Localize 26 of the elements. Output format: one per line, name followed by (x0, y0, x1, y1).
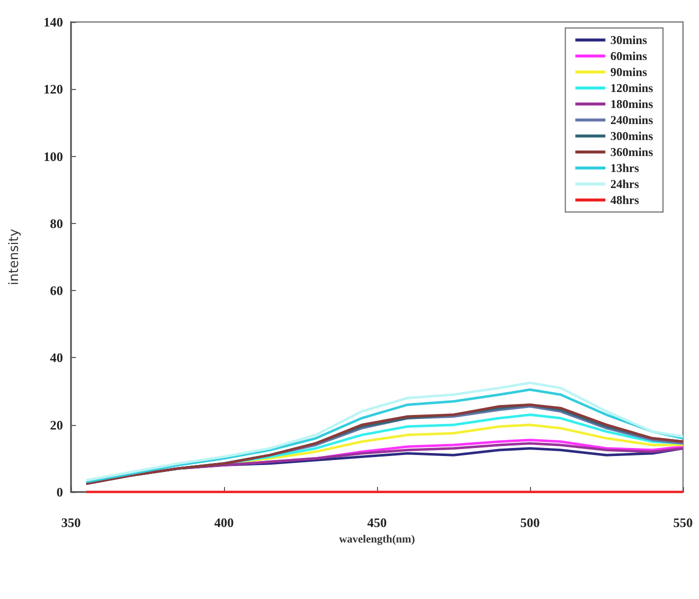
legend-label: 360mins (610, 145, 654, 159)
y-axis-title: intensity (7, 228, 22, 286)
x-tick-label: 350 (61, 515, 81, 530)
legend-label: 60mins (610, 49, 648, 63)
y-tick-label: 40 (50, 350, 63, 366)
legend-label: 13hrs (610, 161, 640, 175)
legend-label: 30mins (610, 33, 648, 47)
y-tick-label: 60 (50, 283, 63, 298)
legend-label: 300mins (610, 129, 654, 143)
x-axis-title: wavelength(nm) (339, 534, 416, 546)
y-tick-label: 80 (50, 216, 63, 231)
legend-label: 180mins (610, 97, 654, 111)
y-tick-label: 100 (44, 148, 63, 164)
legend-label: 90mins (610, 65, 648, 79)
x-tick-label: 500 (520, 515, 540, 530)
y-tick-label: 140 (44, 14, 63, 30)
x-tick-label: 550 (673, 515, 693, 530)
x-tick-label: 400 (214, 515, 234, 530)
y-tick-label: 20 (50, 417, 63, 432)
legend-label: 24hrs (610, 177, 640, 191)
y-tick-label: 120 (44, 82, 63, 97)
x-tick-label: 450 (367, 515, 387, 530)
legend-label: 240mins (610, 113, 654, 127)
legend-label: 120mins (610, 81, 654, 95)
y-tick-label: 0 (56, 484, 63, 500)
legend-label: 48hrs (610, 193, 640, 207)
